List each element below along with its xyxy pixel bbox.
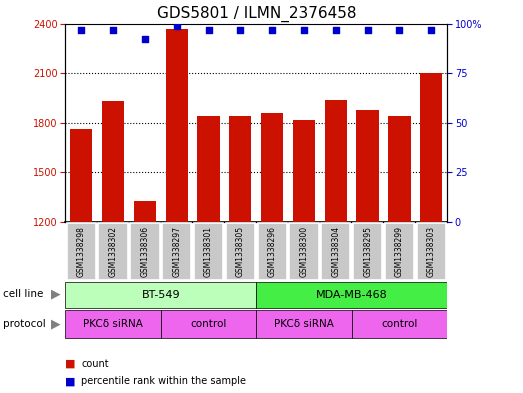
Text: ▶: ▶ (51, 287, 60, 301)
Text: ■: ■ (65, 358, 76, 369)
Text: MDA-MB-468: MDA-MB-468 (316, 290, 388, 300)
Bar (325, 100, 347, 222)
Text: ▶: ▶ (51, 318, 60, 331)
Text: GSM1338295: GSM1338295 (363, 226, 372, 277)
Text: GSM1338306: GSM1338306 (140, 226, 150, 277)
Point (332, 26, 340, 33)
Text: GSM1338304: GSM1338304 (331, 226, 340, 277)
Text: GSM1338305: GSM1338305 (236, 226, 245, 277)
Point (427, 26, 436, 33)
Bar (134, 200, 156, 222)
Text: protocol: protocol (3, 319, 46, 329)
Bar (420, 73, 442, 222)
Bar (229, 116, 252, 222)
Text: control: control (190, 319, 227, 329)
FancyBboxPatch shape (194, 222, 223, 281)
Bar (197, 116, 220, 222)
Text: BT-549: BT-549 (142, 290, 180, 300)
FancyBboxPatch shape (351, 310, 447, 338)
Text: GSM1338300: GSM1338300 (300, 226, 309, 277)
Point (395, 26, 404, 33)
FancyBboxPatch shape (65, 282, 256, 308)
FancyBboxPatch shape (385, 222, 414, 281)
Text: count: count (81, 358, 109, 369)
Bar (293, 119, 315, 222)
Bar (102, 101, 124, 222)
FancyBboxPatch shape (226, 222, 255, 281)
FancyBboxPatch shape (321, 222, 350, 281)
Text: cell line: cell line (3, 289, 43, 299)
Bar (388, 116, 411, 222)
Bar (166, 29, 188, 222)
FancyBboxPatch shape (257, 222, 287, 281)
FancyBboxPatch shape (65, 310, 161, 338)
Text: control: control (381, 319, 418, 329)
FancyBboxPatch shape (161, 310, 256, 338)
Text: ■: ■ (65, 376, 76, 386)
FancyBboxPatch shape (256, 282, 447, 308)
Point (363, 26, 372, 33)
Text: percentile rank within the sample: percentile rank within the sample (81, 376, 246, 386)
Text: GSM1338302: GSM1338302 (109, 226, 118, 277)
Point (236, 26, 245, 33)
Point (109, 26, 117, 33)
Point (173, 22, 181, 29)
FancyBboxPatch shape (130, 222, 160, 281)
FancyBboxPatch shape (289, 222, 319, 281)
Text: GSM1338299: GSM1338299 (395, 226, 404, 277)
Text: PKCδ siRNA: PKCδ siRNA (83, 319, 143, 329)
Point (77, 26, 85, 33)
Text: GSM1338297: GSM1338297 (172, 226, 181, 277)
Text: GSM1338298: GSM1338298 (77, 226, 86, 277)
FancyBboxPatch shape (417, 222, 446, 281)
Text: GSM1338296: GSM1338296 (268, 226, 277, 277)
Point (141, 36, 149, 42)
FancyBboxPatch shape (162, 222, 191, 281)
FancyBboxPatch shape (98, 222, 128, 281)
Point (268, 26, 276, 33)
Point (204, 26, 213, 33)
Bar (70, 129, 93, 222)
FancyBboxPatch shape (66, 222, 96, 281)
Point (300, 26, 308, 33)
Bar (261, 113, 283, 222)
FancyBboxPatch shape (256, 310, 351, 338)
Text: PKCδ siRNA: PKCδ siRNA (274, 319, 334, 329)
Bar (357, 110, 379, 222)
FancyBboxPatch shape (353, 222, 382, 281)
Text: GSM1338301: GSM1338301 (204, 226, 213, 277)
Text: GSM1338303: GSM1338303 (427, 226, 436, 277)
Title: GDS5801 / ILMN_2376458: GDS5801 / ILMN_2376458 (156, 6, 356, 22)
